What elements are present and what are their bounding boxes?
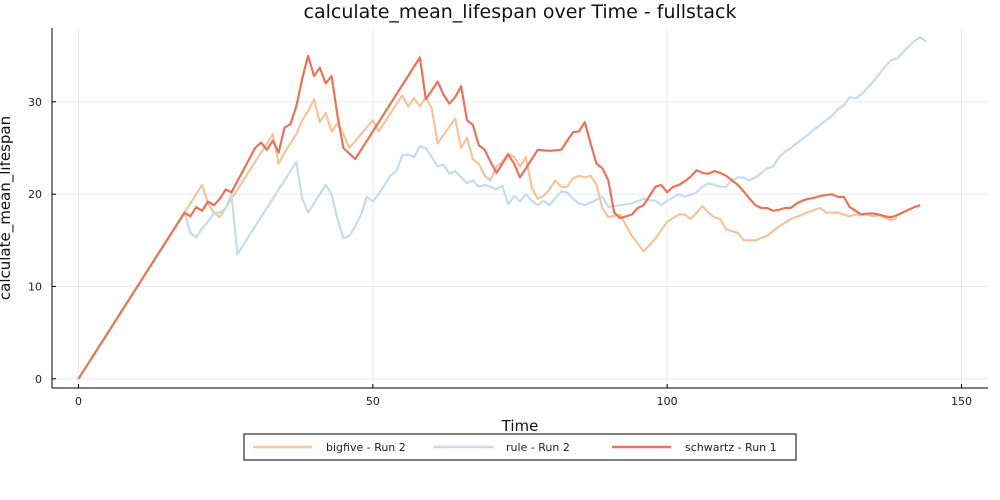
y-tick-label: 30 [28, 96, 42, 109]
series-lines [77, 36, 927, 380]
legend: bigfive - Run 2 rule - Run 2 schwartz - … [243, 433, 797, 461]
y-axis-title: calculate_mean_lifespan [0, 116, 15, 300]
y-tick-label: 20 [28, 188, 42, 201]
legend-label-rule: rule - Run 2 [506, 441, 570, 454]
y-axis-ticks: 0 10 20 30 [28, 96, 56, 386]
legend-box [243, 433, 797, 461]
y-tick-label: 10 [28, 280, 42, 293]
series-line-rule-run-2 [77, 36, 927, 380]
y-tick-label: 0 [35, 373, 42, 386]
series-line-schwartz-run-1 [77, 54, 921, 380]
x-tick-label: 150 [951, 395, 972, 408]
series-line-bigfive-run-2 [77, 94, 898, 380]
x-axis-ticks: 0 50 100 150 [75, 384, 972, 408]
legend-label-schwartz: schwartz - Run 1 [685, 441, 777, 454]
legend-label-bigfive: bigfive - Run 2 [326, 441, 406, 454]
chart-title: calculate_mean_lifespan over Time - full… [304, 1, 737, 23]
x-tick-label: 50 [366, 395, 380, 408]
x-axis-title: Time [501, 417, 539, 435]
axes [51, 28, 988, 389]
x-tick-label: 100 [657, 395, 678, 408]
grid-lines [52, 28, 988, 388]
x-tick-label: 0 [75, 395, 82, 408]
